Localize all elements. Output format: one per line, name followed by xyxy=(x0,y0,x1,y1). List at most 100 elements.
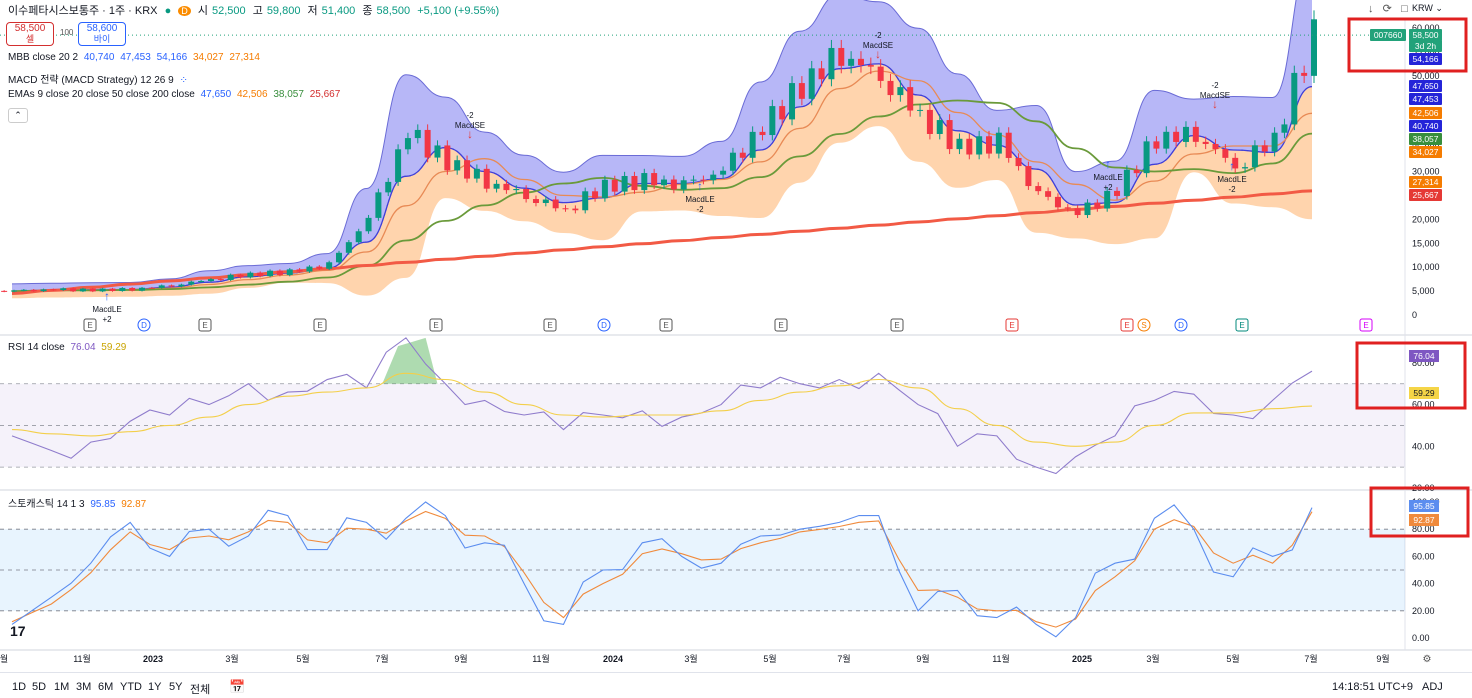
candle xyxy=(749,131,756,158)
timeframe-YTD[interactable]: YTD xyxy=(120,681,142,693)
x-tick-label: 5월 xyxy=(1226,653,1239,664)
timeframe-1Y[interactable]: 1Y xyxy=(148,681,162,693)
timeframe-5Y[interactable]: 5Y xyxy=(169,681,183,693)
macd-legend[interactable]: MACD 전략 (MACD Strategy) 12 26 9 ⁘ xyxy=(8,71,191,86)
highlight-box xyxy=(1355,341,1467,410)
timeframe-전체[interactable]: 전체 xyxy=(190,684,211,696)
badge-d: D xyxy=(178,6,191,16)
candle xyxy=(1,290,8,292)
candle xyxy=(365,217,372,232)
signal-arrow-icon: ↓ xyxy=(467,127,473,141)
price-tag-label: 58,500 xyxy=(1413,30,1439,40)
x-tick-label: 7월 xyxy=(837,653,850,664)
mbb-v2: 47,453 xyxy=(120,52,151,63)
maximize-icon[interactable]: □ xyxy=(1401,3,1408,15)
price-tag-label: 40,740 xyxy=(1413,121,1439,131)
adj-toggle[interactable]: ADJ xyxy=(1422,681,1443,693)
candle xyxy=(99,288,106,292)
event-marker xyxy=(313,318,327,332)
symbol-name[interactable]: 이수페타시스보통주 · 1주 · KRX xyxy=(8,5,158,17)
mbb-name: MBB close 20 2 xyxy=(8,52,79,63)
timeframe-6M[interactable]: 6M xyxy=(98,681,114,693)
timeframe-3M[interactable]: 3M xyxy=(76,681,92,693)
event-marker xyxy=(890,318,904,332)
timeframe-5D[interactable]: 5D xyxy=(32,681,47,693)
candle xyxy=(828,47,835,80)
x-tick-label: 3월 xyxy=(225,653,238,664)
calendar-icon[interactable]: 📅 xyxy=(229,679,246,694)
sell-price: 58,500 xyxy=(14,23,46,34)
rsi-value-tag xyxy=(1409,350,1439,362)
candle xyxy=(779,106,786,120)
mbb-legend[interactable]: MBB close 20 2 40,740 47,453 54,166 34,0… xyxy=(8,52,263,63)
candles-group xyxy=(1,10,1317,293)
x-tick-label: 9월 xyxy=(916,653,929,664)
timeframe-1D[interactable]: 1D xyxy=(12,681,27,693)
candle xyxy=(336,252,342,263)
candle xyxy=(1311,19,1317,76)
rsi-y-tick: 60.00 xyxy=(1412,400,1435,410)
candle xyxy=(1173,131,1180,142)
candle xyxy=(976,136,983,155)
signal-label: MacdLE xyxy=(1217,175,1246,184)
candle xyxy=(148,287,155,289)
symbol-header: 이수페타시스보통주 · 1주 · KRX ● D 시 52,500 고 59,800… xyxy=(8,2,503,18)
candle xyxy=(769,106,776,136)
settings-icon[interactable]: ⁘ xyxy=(179,75,188,86)
signal-value: +2 xyxy=(1103,183,1113,192)
sell-button[interactable]: 58,500 셀 xyxy=(6,22,54,46)
download-icon[interactable]: ↓ xyxy=(1368,3,1374,15)
event-label: E xyxy=(202,321,207,330)
x-tick-label: 3월 xyxy=(1146,653,1159,664)
candle xyxy=(641,173,648,191)
candle xyxy=(267,270,274,277)
candle xyxy=(1291,72,1298,125)
rsi-legend[interactable]: RSI 14 close 76.04 59.29 xyxy=(8,342,129,353)
candle xyxy=(355,231,362,243)
candle xyxy=(917,109,924,111)
refresh-icon[interactable]: ⟳ xyxy=(1382,3,1392,15)
collapse-legend-button[interactable]: ⌃ xyxy=(8,108,28,123)
top-right-icons: ↓ ⟳ □ xyxy=(1368,2,1408,15)
candle xyxy=(1054,196,1061,208)
candle xyxy=(1242,167,1249,169)
candle xyxy=(1064,207,1071,209)
candle xyxy=(129,287,136,291)
x-tick-label: 11월 xyxy=(532,653,550,664)
stoch-k-line xyxy=(11,501,1313,638)
timeframe-1M[interactable]: 1M xyxy=(54,681,70,693)
currency-select[interactable]: KRW ⌄ xyxy=(1412,3,1443,13)
qty-value[interactable]: 100 xyxy=(60,28,74,37)
candle xyxy=(867,65,874,67)
candle xyxy=(1084,202,1091,216)
x-tick-label: 9월 xyxy=(1376,653,1389,664)
candle xyxy=(414,129,421,139)
candle xyxy=(759,131,766,136)
signal-label: MacdSE xyxy=(863,41,893,50)
rsi-value-tag-label: 59.29 xyxy=(1413,388,1435,398)
buy-button[interactable]: 58,600 바이 xyxy=(78,22,126,46)
y-tick-label: 60,000 xyxy=(1412,23,1440,33)
emas-legend[interactable]: EMAs 9 close 20 close 50 close 200 close… xyxy=(8,89,343,100)
price-tag xyxy=(1370,29,1406,41)
clock[interactable]: 14:18:51 UTC+9 xyxy=(1332,681,1414,693)
candle xyxy=(542,199,549,203)
tradingview-logo: 17 xyxy=(10,623,26,639)
event-label: E xyxy=(1239,321,1244,330)
candle xyxy=(1123,169,1130,196)
close-value: 58,500 xyxy=(376,5,411,17)
price-tag xyxy=(1409,29,1442,41)
stoch-legend[interactable]: 스토캐스틱 14 1 3 95.85 92.87 xyxy=(8,495,149,510)
bollinger-upper-fill xyxy=(12,0,1312,292)
candle xyxy=(729,152,736,171)
event-marker xyxy=(597,318,611,332)
event-label: D xyxy=(1178,321,1184,330)
candle xyxy=(572,208,579,211)
candle xyxy=(473,168,480,179)
candle xyxy=(1232,157,1239,169)
candle xyxy=(995,132,1002,154)
rsi-v2: 59.29 xyxy=(101,342,127,353)
signal-label: MacdLE xyxy=(1093,173,1122,182)
candle xyxy=(1025,166,1032,187)
